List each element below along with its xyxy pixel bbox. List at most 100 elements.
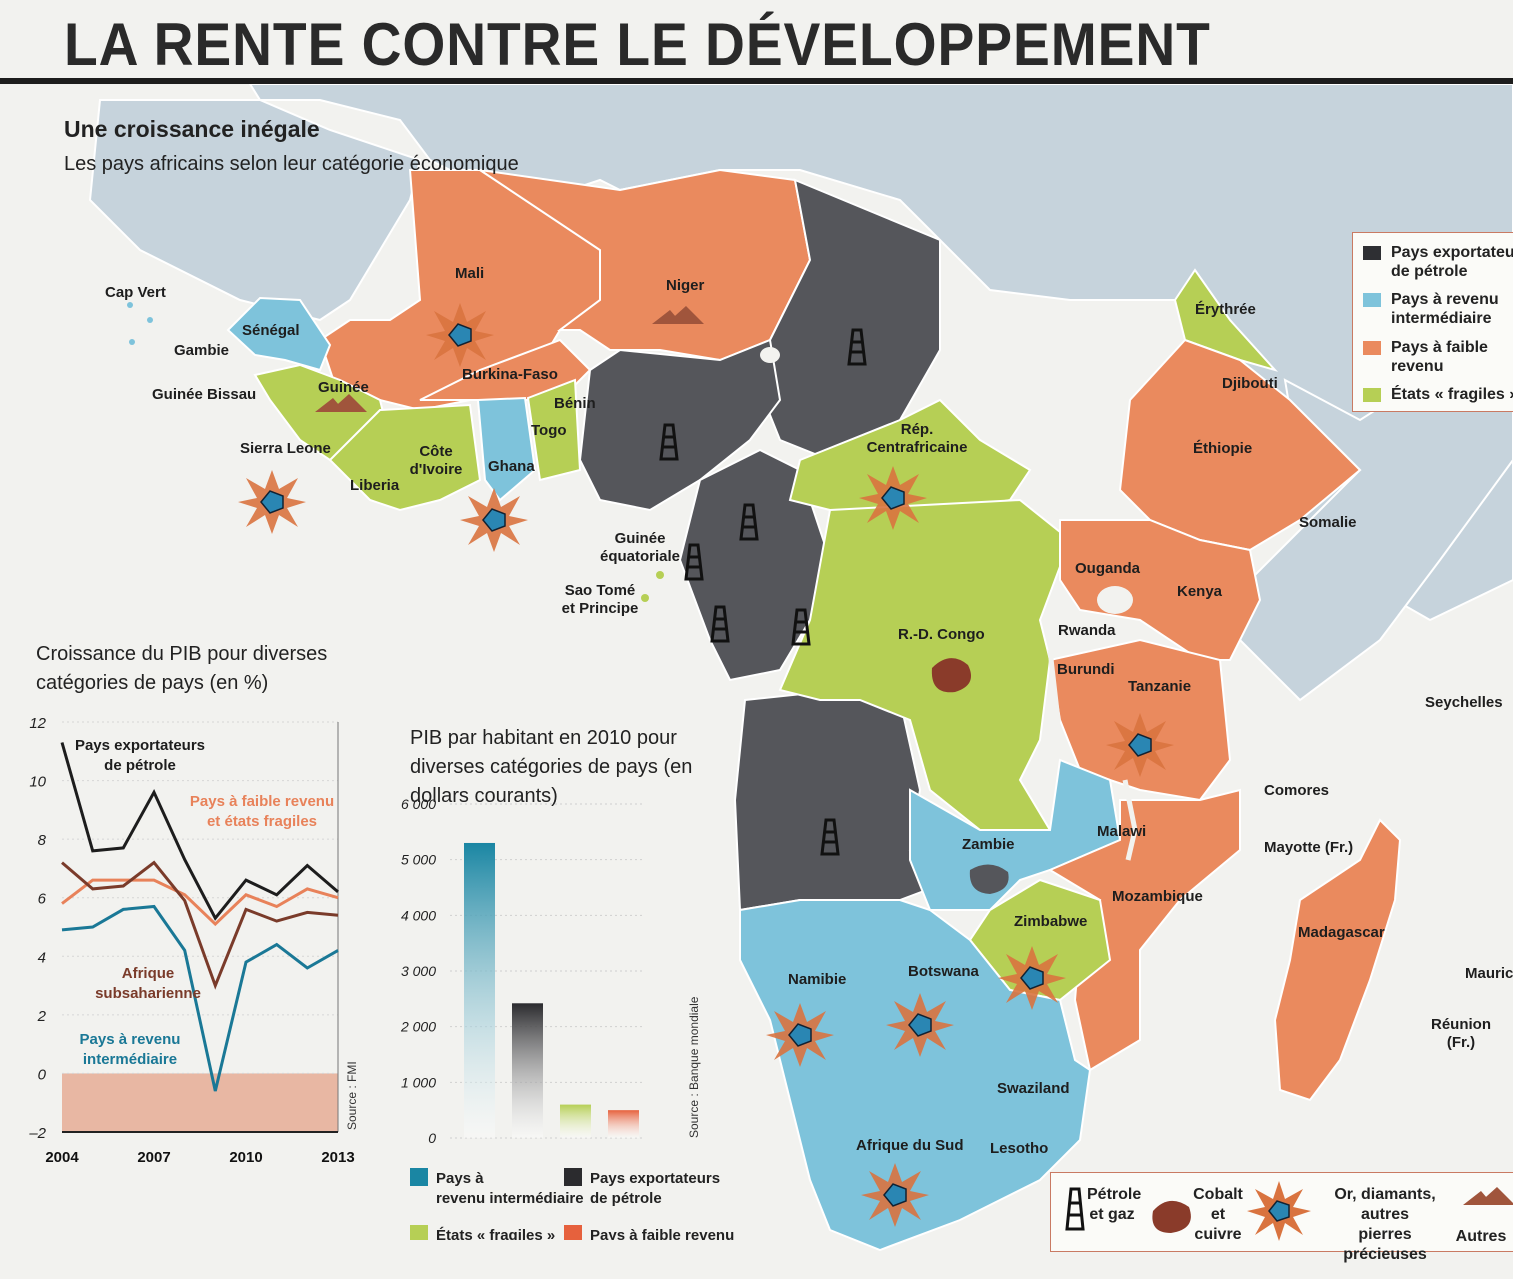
label-swaziland: Swaziland xyxy=(997,1080,1070,1097)
map-senegal xyxy=(226,296,332,372)
bar-chart-title: PIB par habitant en 2010 pour diverses c… xyxy=(410,727,693,807)
y-tick-label: 6 xyxy=(38,891,47,908)
label-cap-vert: Cap Vert xyxy=(105,284,166,301)
map-nigeria xyxy=(578,338,782,512)
label-mali: Mali xyxy=(455,265,485,282)
oil-icon xyxy=(659,423,679,461)
category-legend: Pays exportateurs de pétrole Pays à reve… xyxy=(1352,232,1513,412)
bar xyxy=(464,842,495,1138)
series-label-line: Afrique xyxy=(122,965,175,982)
gem-stone xyxy=(1128,733,1152,757)
legend-label-fragile: États « fragiles » xyxy=(1391,386,1513,403)
bar xyxy=(560,1104,591,1138)
oil-icon xyxy=(791,608,811,646)
label-gambie: Gambie xyxy=(174,342,230,359)
other-resource-icon xyxy=(652,306,704,324)
series-label: Pays exportateurs de pétrole xyxy=(75,737,205,774)
gem-icon xyxy=(1247,1181,1311,1241)
other-resource-icon xyxy=(315,394,367,412)
gem-icon xyxy=(238,470,306,534)
x-tick-label: 2004 xyxy=(45,1149,79,1166)
label-comores: Comores xyxy=(1264,782,1330,799)
cobalt-icon xyxy=(969,864,1009,894)
x-tick-label: 2007 xyxy=(137,1149,170,1166)
y-tick-label: 0 xyxy=(428,1130,436,1146)
map-description: Les pays africains selon leur catégorie … xyxy=(64,153,519,175)
label-sao-tome: Sao Tomé et Principe xyxy=(561,582,639,617)
y-tick-label: 8 xyxy=(38,832,47,849)
gem-stone xyxy=(881,486,905,510)
gem-stone xyxy=(1020,966,1044,990)
oil-icon xyxy=(684,543,704,581)
label-rca: Rép. Centrafricaine xyxy=(866,421,968,456)
legend-label-middle: Pays à revenu intermédiaire xyxy=(1391,291,1499,327)
map-subtitle: Une croissance inégale xyxy=(64,116,320,142)
gem-stone xyxy=(482,508,506,532)
map-ghana xyxy=(476,396,537,502)
label-senegal: Sénégal xyxy=(242,322,300,339)
map-niger xyxy=(479,168,812,362)
map-lake-victoria xyxy=(1097,586,1133,614)
label-ethiopie: Éthiopie xyxy=(1193,440,1253,457)
negative-zone xyxy=(62,1073,338,1132)
resource-label-oil: Pétrole et gaz xyxy=(1087,1186,1142,1223)
oil-icon xyxy=(710,605,730,643)
gem-icon xyxy=(861,1163,929,1227)
line-chart-title: Croissance du PIB pour diverses catégori… xyxy=(36,643,328,694)
y-tick-label: 4 000 xyxy=(401,907,436,923)
oil-icon xyxy=(739,503,759,541)
label-botswana: Botswana xyxy=(908,963,979,980)
bar xyxy=(512,1003,543,1138)
series-label: Pays à faible revenu et états fragiles xyxy=(190,793,334,830)
series-label-line: et états fragiles xyxy=(207,813,317,830)
label-burundi: Burundi xyxy=(1057,661,1115,678)
map-ethiopie xyxy=(1118,338,1362,552)
y-tick-label: 2 000 xyxy=(400,1019,436,1035)
legend-swatch-low xyxy=(1363,341,1381,355)
series-label: Pays à revenu intermédiaire xyxy=(80,1031,181,1068)
map-madagascar xyxy=(1273,818,1402,1102)
label-cote-ivoire: Côte d'Ivoire xyxy=(409,443,463,478)
map-chad xyxy=(758,178,941,462)
label-maurice: Maurice xyxy=(1465,965,1513,982)
gdp-per-capita-bar-chart: 6 000 5 000 4 000 3 000 2 000 1 000 0 Source : … xyxy=(400,796,734,1240)
series-label-line: Pays à revenu xyxy=(80,1031,181,1048)
gem-icon xyxy=(426,303,494,367)
y-tick-label: 3 000 xyxy=(401,963,436,979)
map-cap-vert-1 xyxy=(127,302,133,308)
bar-legend-swatch xyxy=(410,1168,428,1186)
y-tick-label: 10 xyxy=(29,774,46,791)
legend-label-oil: Pays exportateurs de pétrole xyxy=(1391,244,1513,280)
label-afrique-sud: Afrique du Sud xyxy=(856,1137,964,1154)
x-tick-label: 2013 xyxy=(321,1149,354,1166)
label-niger: Niger xyxy=(666,277,705,294)
title-rule xyxy=(0,78,1513,84)
label-reunion: Réunion (Fr.) xyxy=(1431,1016,1491,1051)
map-mozambique xyxy=(1047,788,1241,1072)
map-cap-vert-2 xyxy=(147,317,153,323)
label-rdc: R.-D. Congo xyxy=(898,626,985,643)
gem-stone xyxy=(883,1183,907,1207)
series-label: Afrique subsaharienne xyxy=(95,965,201,1002)
label-tanzanie: Tanzanie xyxy=(1128,678,1192,695)
gem-icon xyxy=(998,946,1066,1010)
resource-label-gems: Or, diamants, autres pierres précieuses xyxy=(1334,1186,1436,1263)
bar-legend-line: Pays à xyxy=(436,1170,484,1187)
y-tick-label: 4 xyxy=(38,949,46,966)
bar-legend-line: revenu intermédiaire xyxy=(436,1190,584,1207)
y-tick-label: –2 xyxy=(28,1125,46,1142)
label-madagascar: Madagascar xyxy=(1298,924,1385,941)
bar-legend-label: Pays à faible revenu xyxy=(590,1227,734,1240)
map-cap-vert-3 xyxy=(129,339,135,345)
label-ouganda: Ouganda xyxy=(1075,560,1141,577)
africa-map xyxy=(88,84,1513,1252)
page-title: LA RENTE CONTRE LE DÉVELOPPEMENT xyxy=(64,11,1211,78)
y-tick-label: 12 xyxy=(29,715,46,732)
label-zimbabwe: Zimbabwe xyxy=(1014,913,1088,930)
resources-legend: Pétrole et gaz Cobalt et cuivre Or, diam… xyxy=(1050,1172,1513,1263)
bar-legend-label: Pays exportateurs de pétrole xyxy=(590,1170,720,1207)
map-southern-middle xyxy=(739,899,1092,1252)
series-line xyxy=(61,878,339,927)
label-liberia: Liberia xyxy=(350,477,400,494)
cobalt-icon xyxy=(931,658,972,693)
